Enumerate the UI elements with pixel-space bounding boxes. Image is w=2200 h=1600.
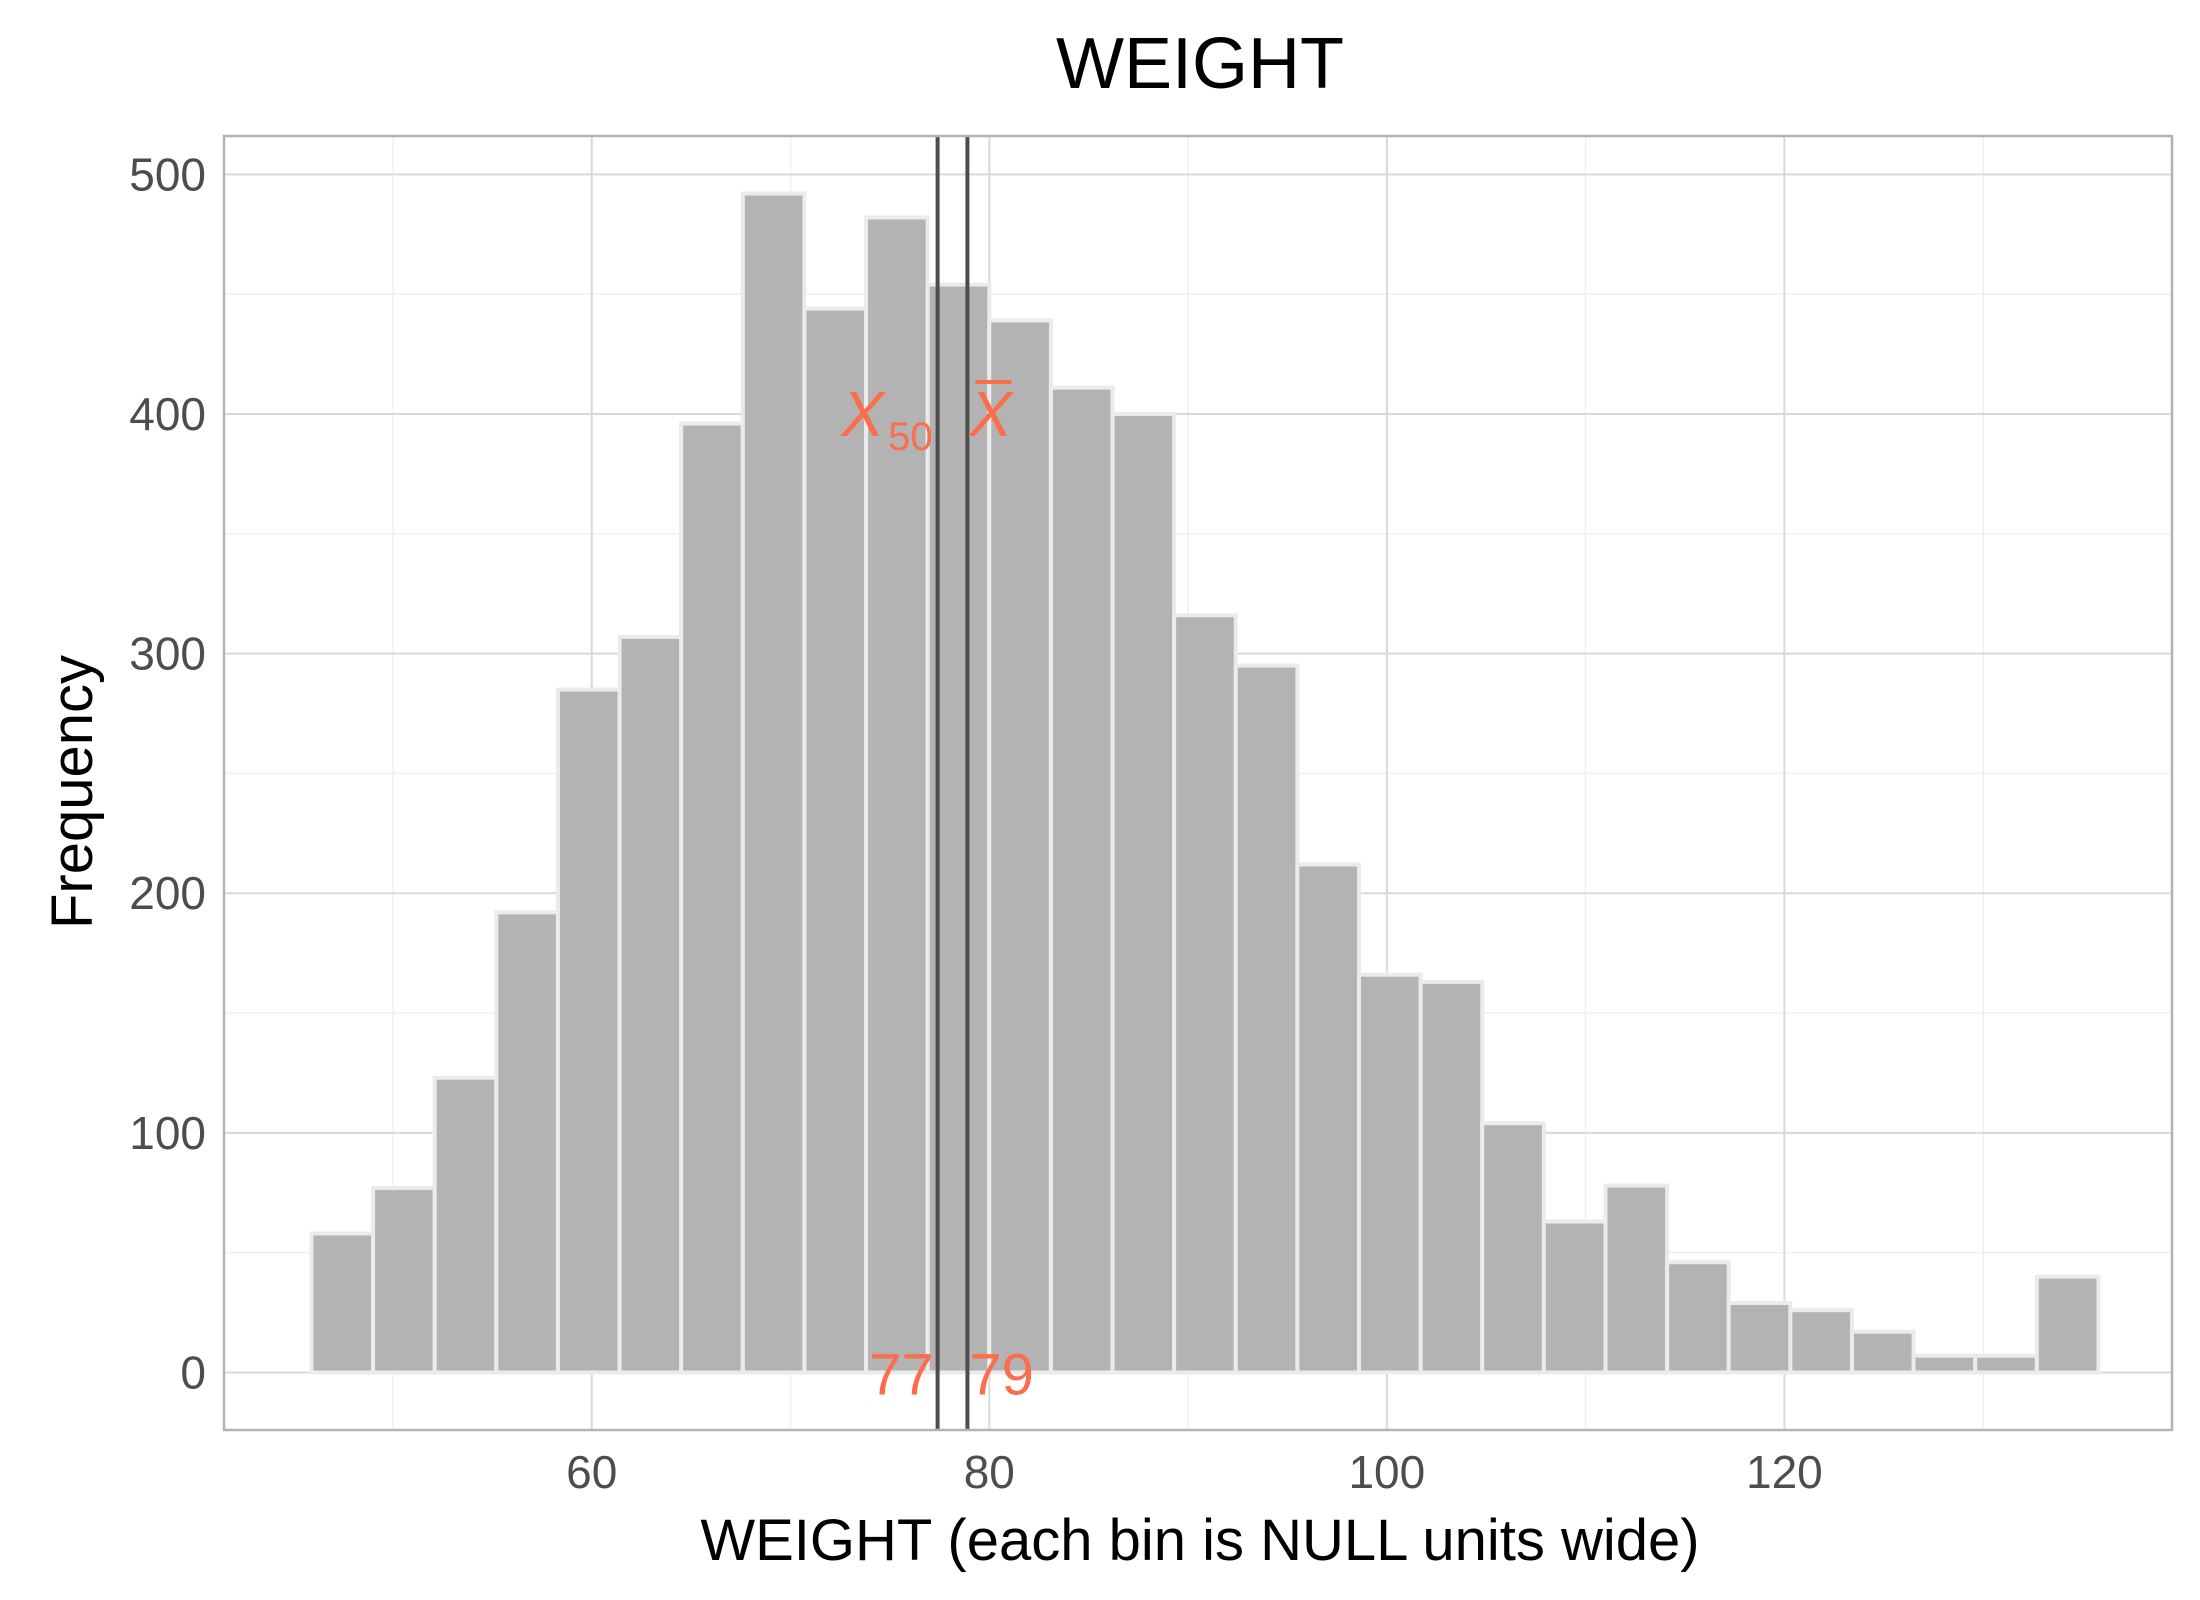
x-axis-title: WEIGHT (each bin is NULL units wide) — [700, 1508, 1699, 1573]
mean-value-label: 79 — [969, 1342, 1034, 1407]
median-symbol-label: X 50 — [839, 378, 932, 459]
histogram-bar — [432, 1075, 499, 1375]
histogram-bar — [1911, 1353, 1978, 1375]
histogram-bar — [740, 191, 807, 1375]
x-axis-tick-labels: 60 80 100 120 — [566, 1446, 1823, 1498]
histogram-bar — [1726, 1300, 1793, 1375]
y-axis-title: Frequency — [40, 655, 105, 929]
histogram-bar — [617, 634, 684, 1375]
histogram-bar — [1973, 1353, 2039, 1375]
histogram-bar — [1357, 972, 1423, 1375]
histogram-bar — [802, 306, 869, 1375]
chart-title: WEIGHT — [1056, 24, 1344, 104]
y-tick-label: 400 — [129, 388, 206, 440]
histogram-bar — [1788, 1308, 1854, 1375]
histogram-bar — [494, 910, 560, 1375]
x-tick-label: 80 — [964, 1446, 1015, 1498]
histogram-bar — [1295, 862, 1362, 1375]
y-tick-label: 300 — [129, 628, 206, 680]
histogram-bar — [1048, 385, 1115, 1375]
histogram-bar — [309, 1231, 376, 1375]
panel-border — [222, 134, 2174, 1432]
histogram-bar — [1172, 613, 1238, 1375]
reference-annotations: X 50 X 77 79 — [839, 378, 1034, 1408]
mean-symbol-label: X — [967, 378, 1014, 450]
histogram-bars — [309, 191, 2101, 1375]
histogram-bar — [371, 1185, 437, 1375]
histogram-bar — [2034, 1274, 2101, 1375]
histogram-bar — [1541, 1219, 1608, 1375]
histogram-bar — [1480, 1121, 1546, 1375]
histogram-bar — [864, 215, 930, 1375]
histogram-bar — [1418, 979, 1485, 1375]
histogram-bar — [1233, 663, 1300, 1375]
histogram-bar — [1849, 1329, 1916, 1375]
histogram-bar — [1603, 1183, 1670, 1375]
histogram-bar — [679, 421, 745, 1375]
x-tick-label: 60 — [566, 1446, 617, 1498]
reference-lines — [935, 136, 970, 1430]
median-value-label: 77 — [869, 1342, 934, 1407]
x-tick-label: 100 — [1348, 1446, 1425, 1498]
y-tick-label: 200 — [129, 867, 206, 919]
histogram-bar — [1665, 1260, 1731, 1375]
y-axis-tick-labels: 0 100 200 300 400 500 — [129, 148, 206, 1398]
y-tick-label: 100 — [129, 1107, 206, 1159]
x-tick-label: 120 — [1746, 1446, 1823, 1498]
histogram-bar — [555, 687, 622, 1375]
y-tick-label: 500 — [129, 148, 206, 200]
y-tick-label: 0 — [180, 1346, 206, 1398]
histogram-bar — [987, 318, 1053, 1375]
histogram-bar — [1110, 411, 1177, 1375]
